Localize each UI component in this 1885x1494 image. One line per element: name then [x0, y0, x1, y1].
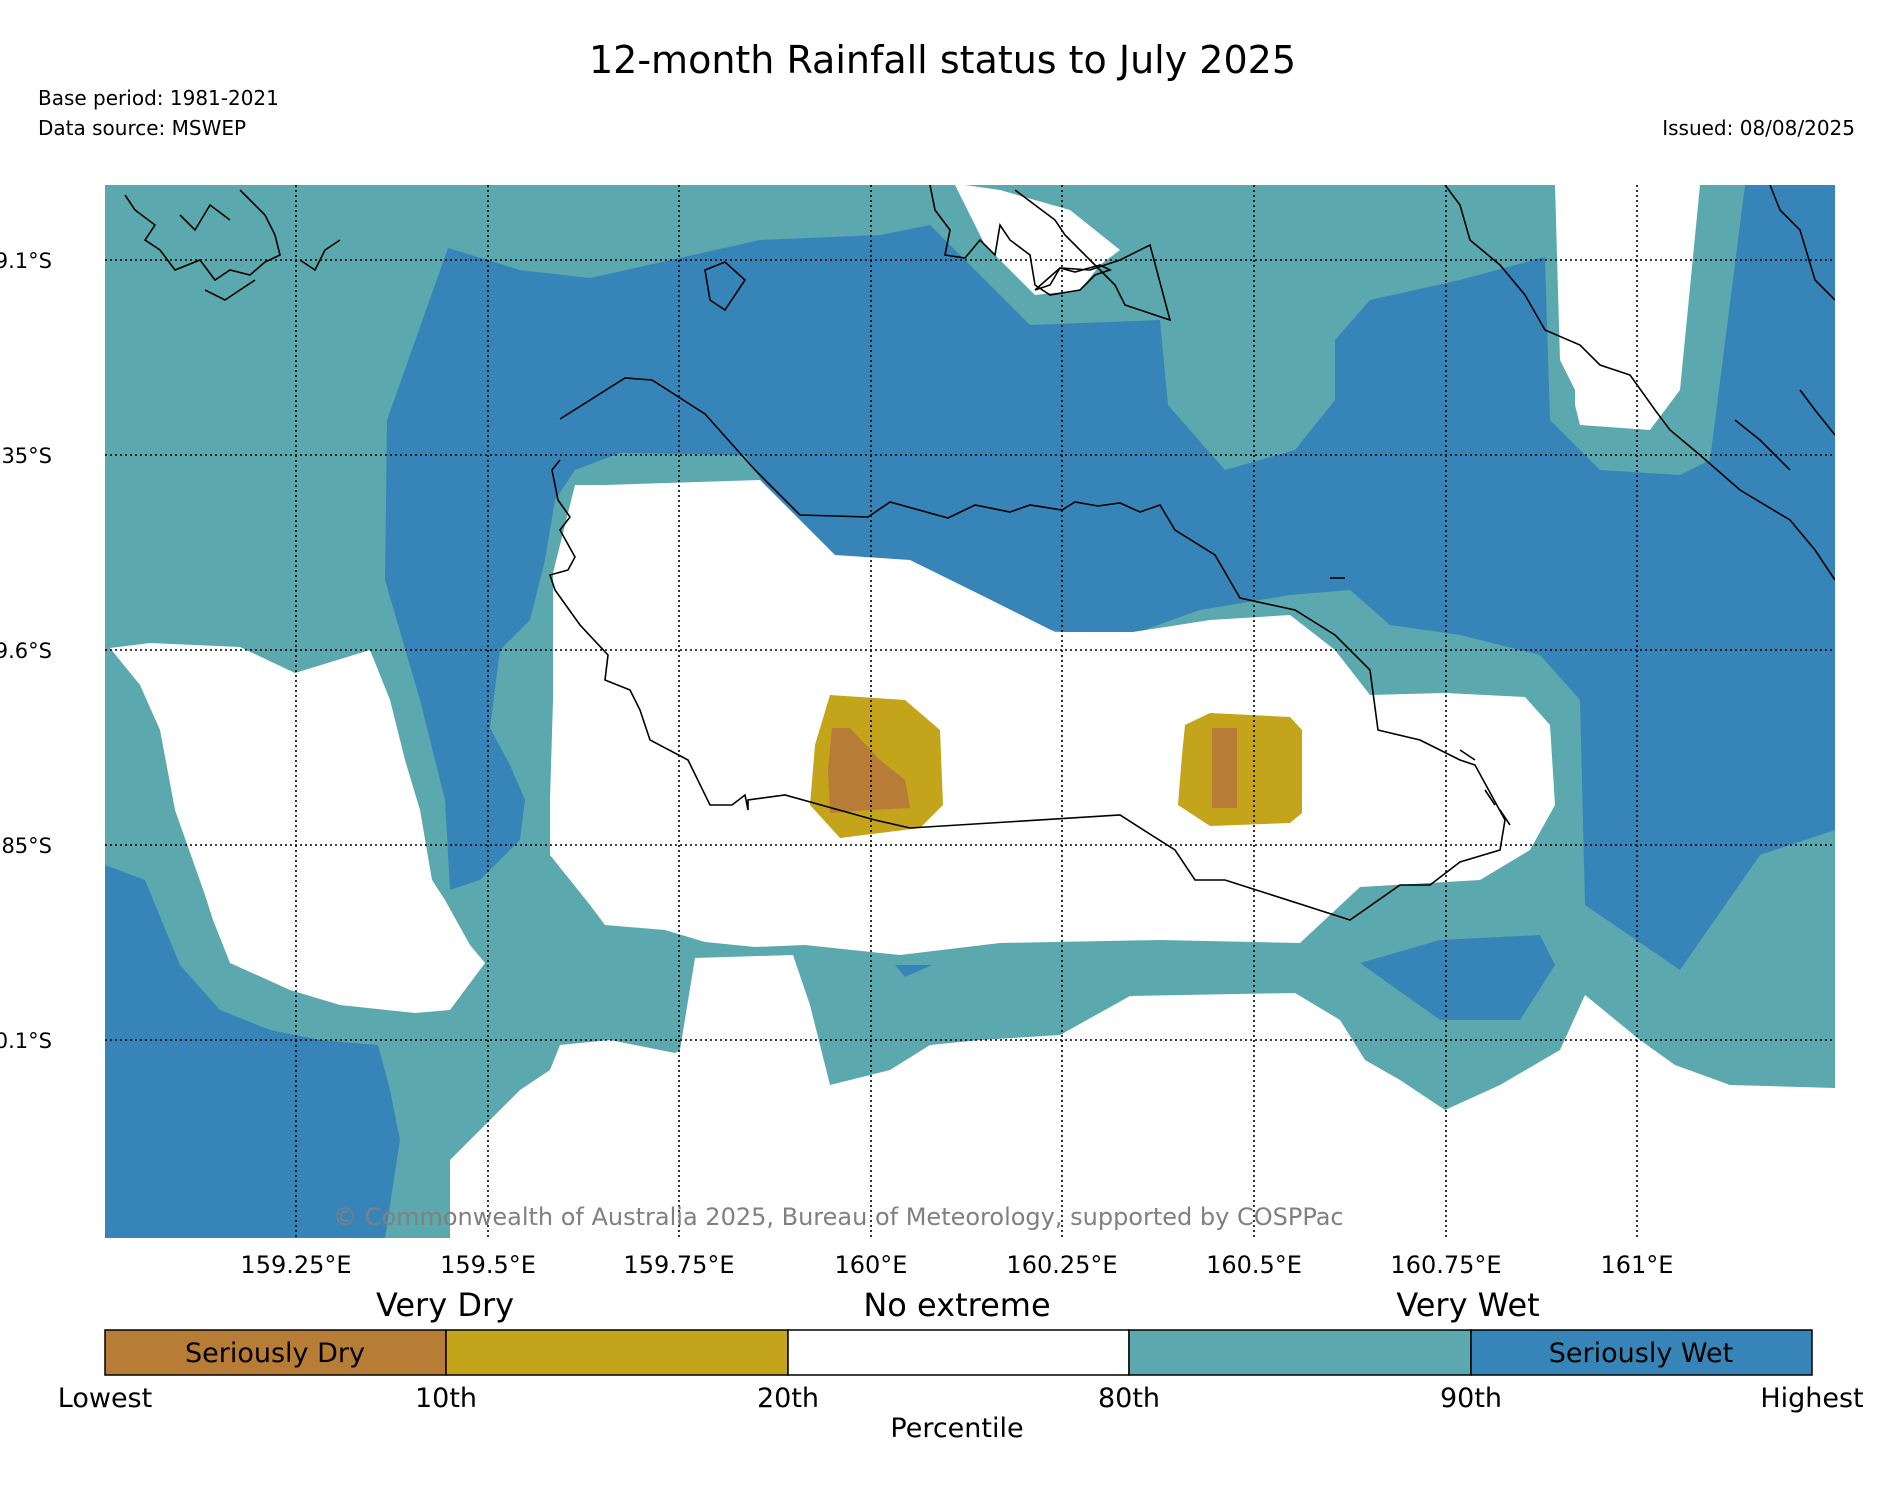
coastline-florida-islands	[929, 185, 1172, 322]
lon-label: 160.5°E	[1206, 1251, 1302, 1279]
legend-tick: 80th	[1098, 1383, 1160, 1414]
seriously-wet-zone-southwest	[105, 865, 400, 1238]
lat-label: 9.35°S	[0, 444, 52, 468]
coastline-malaita	[1444, 185, 1835, 581]
coastline-east-tip	[1459, 749, 1511, 826]
legend-box-seriously-dry	[104, 1329, 447, 1376]
legend-tick: 20th	[757, 1383, 819, 1414]
lat-label: 9.1°S	[0, 249, 52, 273]
legend-box-seriously-wet	[1470, 1329, 1813, 1376]
lon-label: 159.25°E	[240, 1251, 351, 1279]
legend-tick: Highest	[1760, 1383, 1863, 1414]
legend-box-label-seriously-dry: Seriously Dry	[185, 1338, 365, 1369]
lon-label: 160°E	[835, 1251, 908, 1279]
map-area	[105, 185, 1835, 1238]
no-extreme-zone-west	[110, 643, 485, 1013]
legend-box-very-dry	[445, 1329, 789, 1376]
no-extreme-zone-northeast	[1555, 185, 1700, 430]
legend-category-very-wet: Very Wet	[1396, 1286, 1539, 1324]
legend-tick: Lowest	[58, 1383, 152, 1414]
lon-label: 160.25°E	[1006, 1251, 1117, 1279]
issued-date: Issued: 08/08/2025	[1662, 116, 1855, 140]
legend-colorbar	[104, 1329, 1813, 1376]
no-extreme-zone-south	[450, 955, 1835, 1238]
seriously-wet-zone-southeast	[1360, 935, 1555, 1020]
seriously-dry-zone-west	[828, 728, 910, 813]
graticule	[105, 185, 1835, 1238]
data-source: Data source: MSWEP	[38, 116, 247, 140]
seriously-dry-zone-east	[1212, 728, 1237, 808]
map-title: 12-month Rainfall status to July 2025	[588, 38, 1297, 82]
lon-label: 159.75°E	[623, 1251, 734, 1279]
legend-box-no-extreme	[787, 1329, 1130, 1376]
coastline-russell-islands	[124, 189, 341, 301]
legend-category-no-extreme: No extreme	[863, 1286, 1050, 1324]
no-extreme-zone-central	[550, 480, 1555, 955]
copyright-notice: © Commonwealth of Australia 2025, Bureau…	[333, 1203, 1344, 1231]
coastline-guadalcanal	[548, 377, 1506, 921]
coastline-northeast-islands	[1734, 185, 1835, 471]
lat-label: 9.85°S	[0, 834, 52, 858]
lon-label: 160.75°E	[1390, 1251, 1501, 1279]
seriously-wet-zone-speck	[895, 965, 932, 977]
lat-label: 10.1°S	[0, 1029, 52, 1053]
base-period: Base period: 1981-2021	[38, 86, 279, 110]
legend-box-very-wet	[1128, 1329, 1472, 1376]
coastlines	[124, 185, 1835, 921]
coastline-savo	[704, 261, 747, 312]
legend-tick: 90th	[1440, 1383, 1502, 1414]
legend-axis-title: Percentile	[890, 1413, 1023, 1444]
legend-category-very-dry: Very Dry	[376, 1286, 514, 1324]
lon-label: 159.5°E	[440, 1251, 536, 1279]
no-extreme-zone-north-center	[918, 185, 1120, 295]
lon-label: 161°E	[1601, 1251, 1674, 1279]
lat-label: 9.6°S	[0, 639, 52, 663]
seriously-wet-zone-north	[385, 185, 1835, 970]
legend-tick: 10th	[415, 1383, 477, 1414]
legend-box-label-seriously-wet: Seriously Wet	[1549, 1338, 1733, 1369]
very-dry-zone-east	[1178, 713, 1302, 826]
